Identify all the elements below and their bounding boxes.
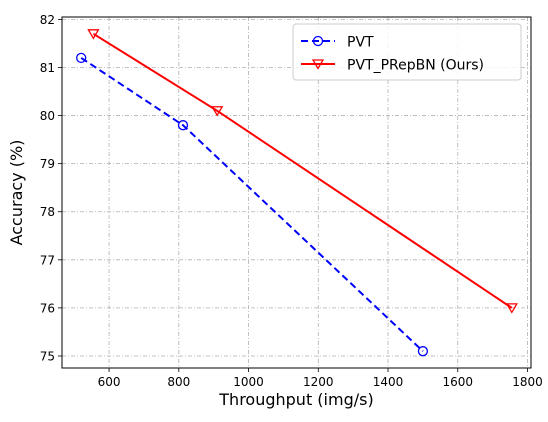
x-tick-label: 1400 [373,375,404,389]
x-tick-label: 1800 [512,375,543,389]
data-point-1 [76,52,87,64]
data-point-2 [505,303,518,314]
legend-box [292,23,522,81]
plot-frame [61,16,532,369]
y-tick-label: 81 [40,61,55,75]
legend: PVT PVT_PRepBN (Ours) [292,23,522,81]
x-tick-label: 600 [98,375,121,389]
y-tick-label: 76 [40,301,55,315]
axes-ticks: 600 800 1000 1200 1400 1600 1800 75 76 77 78 79 80 81… [40,13,543,389]
x-tick-label: 1600 [442,375,473,389]
x-tick-label: 1000 [233,375,264,389]
data-point-1 [177,120,189,131]
y-tick-label: 78 [40,205,55,219]
y-tick-label: 75 [40,349,55,363]
legend-label-1: PVT [347,35,374,51]
data-point-1 [417,346,429,357]
series-line-2 [92,32,513,309]
x-axis-label: Throughput (img/s) [218,390,373,409]
legend-marker-1 [312,35,324,47]
x-tick-label: 800 [167,375,190,389]
y-tick-label: 82 [40,13,55,27]
series-line-1 [80,57,424,352]
y-tick-label: 77 [40,253,55,267]
y-tick-label: 80 [40,109,55,123]
y-axis-label: Accuracy (%) [7,140,26,246]
legend-marker-2 [311,59,325,70]
legend-label-2: PVT_PRepBN (Ours) [347,58,484,74]
y-tick-label: 79 [40,157,55,171]
data-series [76,29,518,357]
data-point-2 [211,106,224,117]
data-point-2 [87,29,100,40]
x-tick-label: 1200 [303,375,334,389]
